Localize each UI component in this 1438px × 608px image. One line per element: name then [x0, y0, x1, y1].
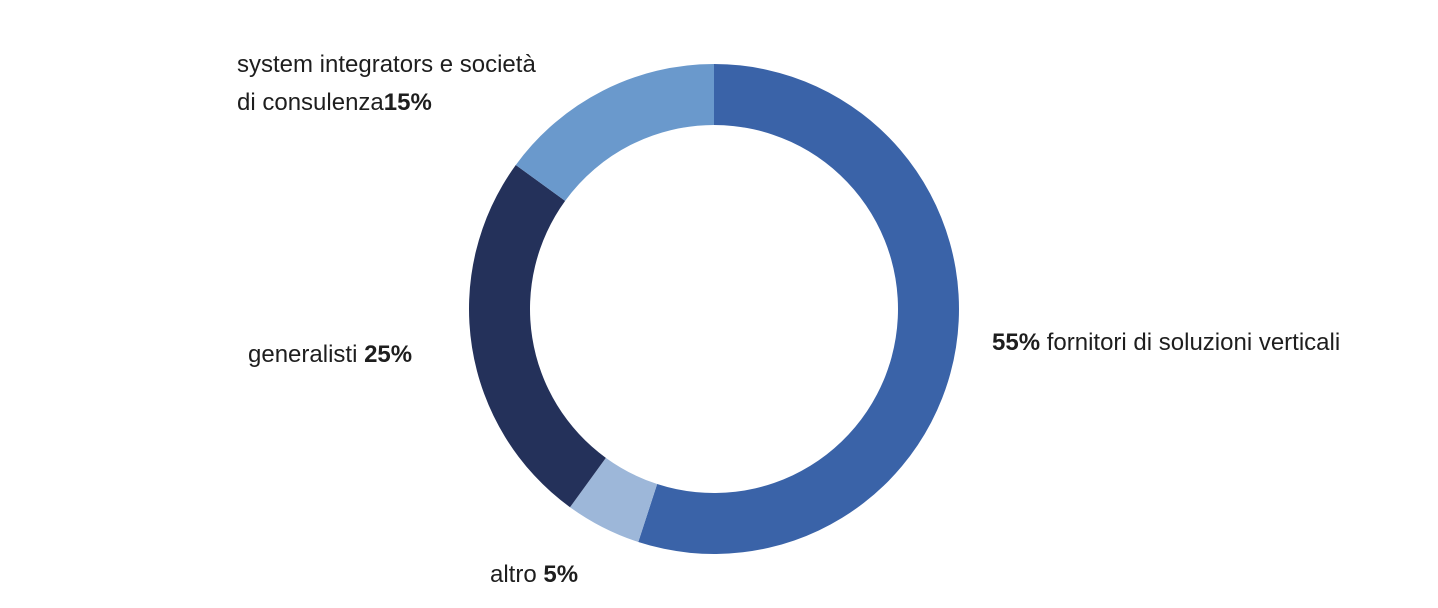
slice-name: generalisti: [248, 341, 358, 368]
slice-label-other: altro 5%: [490, 558, 578, 592]
slice-label-vertical-solutions: 55% fornitori di soluzioni verticali: [992, 326, 1340, 360]
slice-name: fornitori di soluzioni verticali: [1046, 329, 1341, 356]
slice-system-integrators: [515, 64, 714, 201]
slice-name-line1: system integrators e società: [237, 51, 536, 78]
slice-percent: 55%: [992, 329, 1041, 356]
slice-name: altro: [490, 561, 537, 588]
slice-name-line2: di consulenza: [237, 89, 384, 116]
slice-other: [569, 457, 658, 543]
slice-generalists: [469, 164, 606, 508]
slice-percent: 5%: [543, 561, 579, 588]
slice-vertical-solutions: [638, 64, 960, 554]
slice-percent: 25%: [364, 341, 413, 368]
slice-label-generalists: generalisti 25%: [248, 338, 412, 372]
slice-label-system-integrators: system integrators e società di consulenz…: [237, 46, 536, 122]
slice-percent: 15%: [383, 89, 432, 116]
